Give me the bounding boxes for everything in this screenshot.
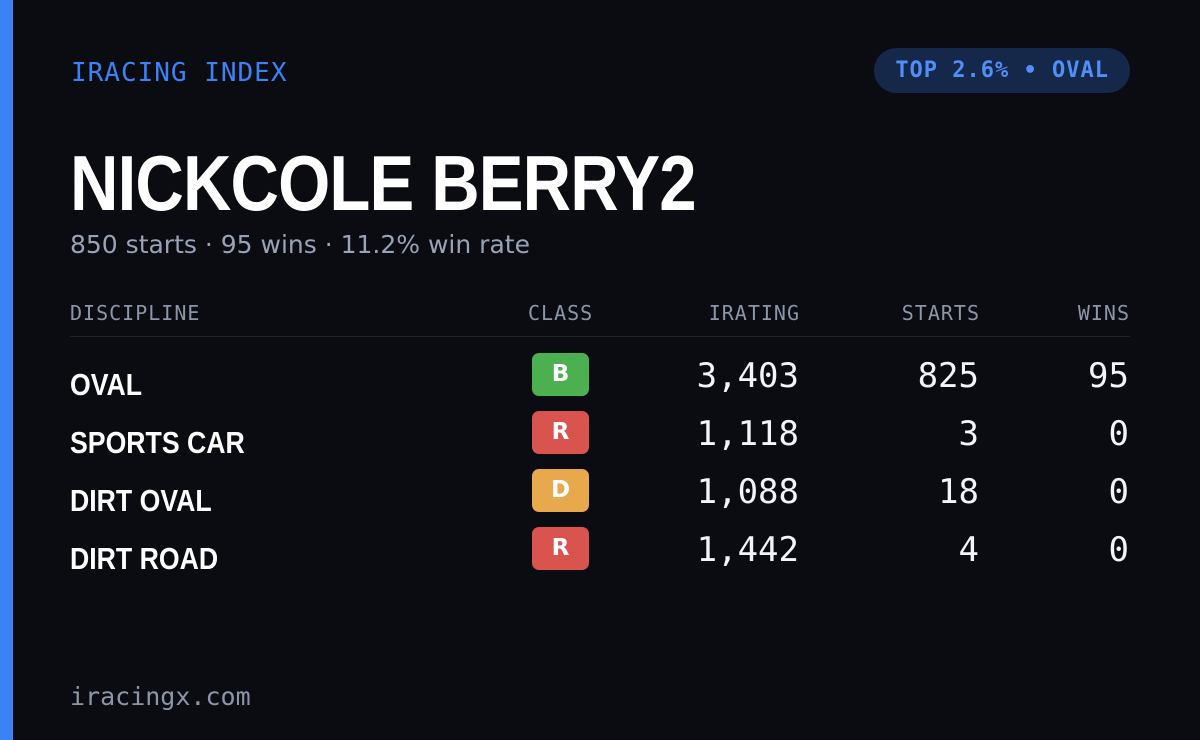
irating-value: 1,442 [696,530,799,570]
table-row: DIRT OVAL D 1,088 18 0 [70,469,1130,527]
license-class-badge: B [532,353,589,396]
wins-value: 0 [1108,472,1129,512]
irating-value: 1,088 [696,472,799,512]
license-class-badge: D [532,469,589,512]
rank-badge: TOP 2.6% • OVAL [874,48,1130,93]
header-irating: IRATING [708,301,800,325]
header-discipline: DISCIPLINE [70,301,201,325]
discipline-name: OVAL [70,367,143,402]
header-starts: STARTS [901,301,980,325]
table-body: OVAL B 3,403 825 95 SPORTS CAR R 1,118 3… [70,353,1130,585]
driver-name: NICKCOLE BERRY2 [70,139,697,227]
brand-label: IRACING INDEX [71,58,288,88]
license-class-badge: R [532,411,589,454]
starts-value: 4 [958,530,979,570]
table-header: DISCIPLINE CLASS IRATING STARTS WINS [70,296,1130,337]
header-wins: WINS [1077,301,1130,325]
starts-value: 825 [917,356,979,396]
wins-value: 95 [1088,356,1129,396]
discipline-name: DIRT OVAL [70,483,212,518]
table-row: OVAL B 3,403 825 95 [70,353,1130,411]
discipline-name: DIRT ROAD [70,541,219,576]
site-url: iracingx.com [70,682,251,711]
license-class-badge: R [532,527,589,570]
starts-value: 3 [958,414,979,454]
table-row: SPORTS CAR R 1,118 3 0 [70,411,1130,469]
irating-value: 1,118 [696,414,799,454]
driver-summary: 850 starts · 95 wins · 11.2% win rate [70,230,530,259]
table-row: DIRT ROAD R 1,442 4 0 [70,527,1130,585]
wins-value: 0 [1108,414,1129,454]
header-class: CLASS [528,301,594,325]
starts-value: 18 [938,472,979,512]
discipline-name: SPORTS CAR [70,425,245,460]
irating-value: 3,403 [696,356,799,396]
accent-bar [0,0,13,740]
discipline-table: DISCIPLINE CLASS IRATING STARTS WINS OVA… [70,296,1130,585]
wins-value: 0 [1108,530,1129,570]
